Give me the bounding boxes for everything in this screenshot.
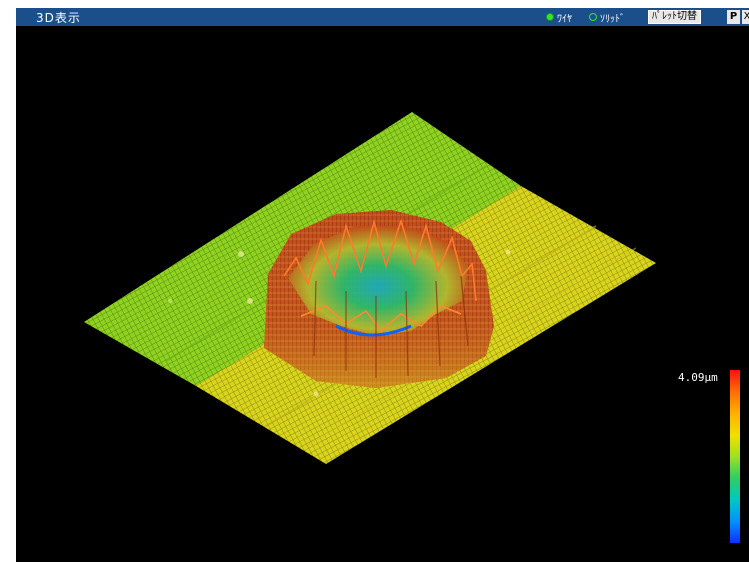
close-button[interactable]: X: [742, 10, 749, 24]
scale-max-label: 4.09μm: [678, 371, 718, 384]
3d-view-window: 3D表示 ﾜｲﾔ ｿﾘｯﾄﾞ ﾊﾟﾚｯﾄ切替 P X: [16, 8, 749, 562]
color-scale-bar: [730, 370, 740, 543]
radio-unselected-icon: [589, 13, 597, 21]
wire-mode-label: ﾜｲﾔ: [557, 13, 572, 25]
palette-switch-button[interactable]: ﾊﾟﾚｯﾄ切替: [648, 10, 701, 24]
title-bar: 3D表示 ﾜｲﾔ ｿﾘｯﾄﾞ ﾊﾟﾚｯﾄ切替 P X: [16, 8, 749, 26]
surface-3d-plot[interactable]: [16, 26, 749, 562]
solid-mode-radio[interactable]: ｿﾘｯﾄﾞ: [589, 10, 625, 25]
surface-mound: [264, 210, 494, 388]
solid-mode-label: ｿﾘｯﾄﾞ: [600, 13, 625, 25]
print-button[interactable]: P: [727, 10, 740, 24]
window-title: 3D表示: [36, 11, 81, 25]
wire-mode-radio[interactable]: ﾜｲﾔ: [546, 10, 572, 25]
radio-selected-icon: [546, 13, 554, 21]
